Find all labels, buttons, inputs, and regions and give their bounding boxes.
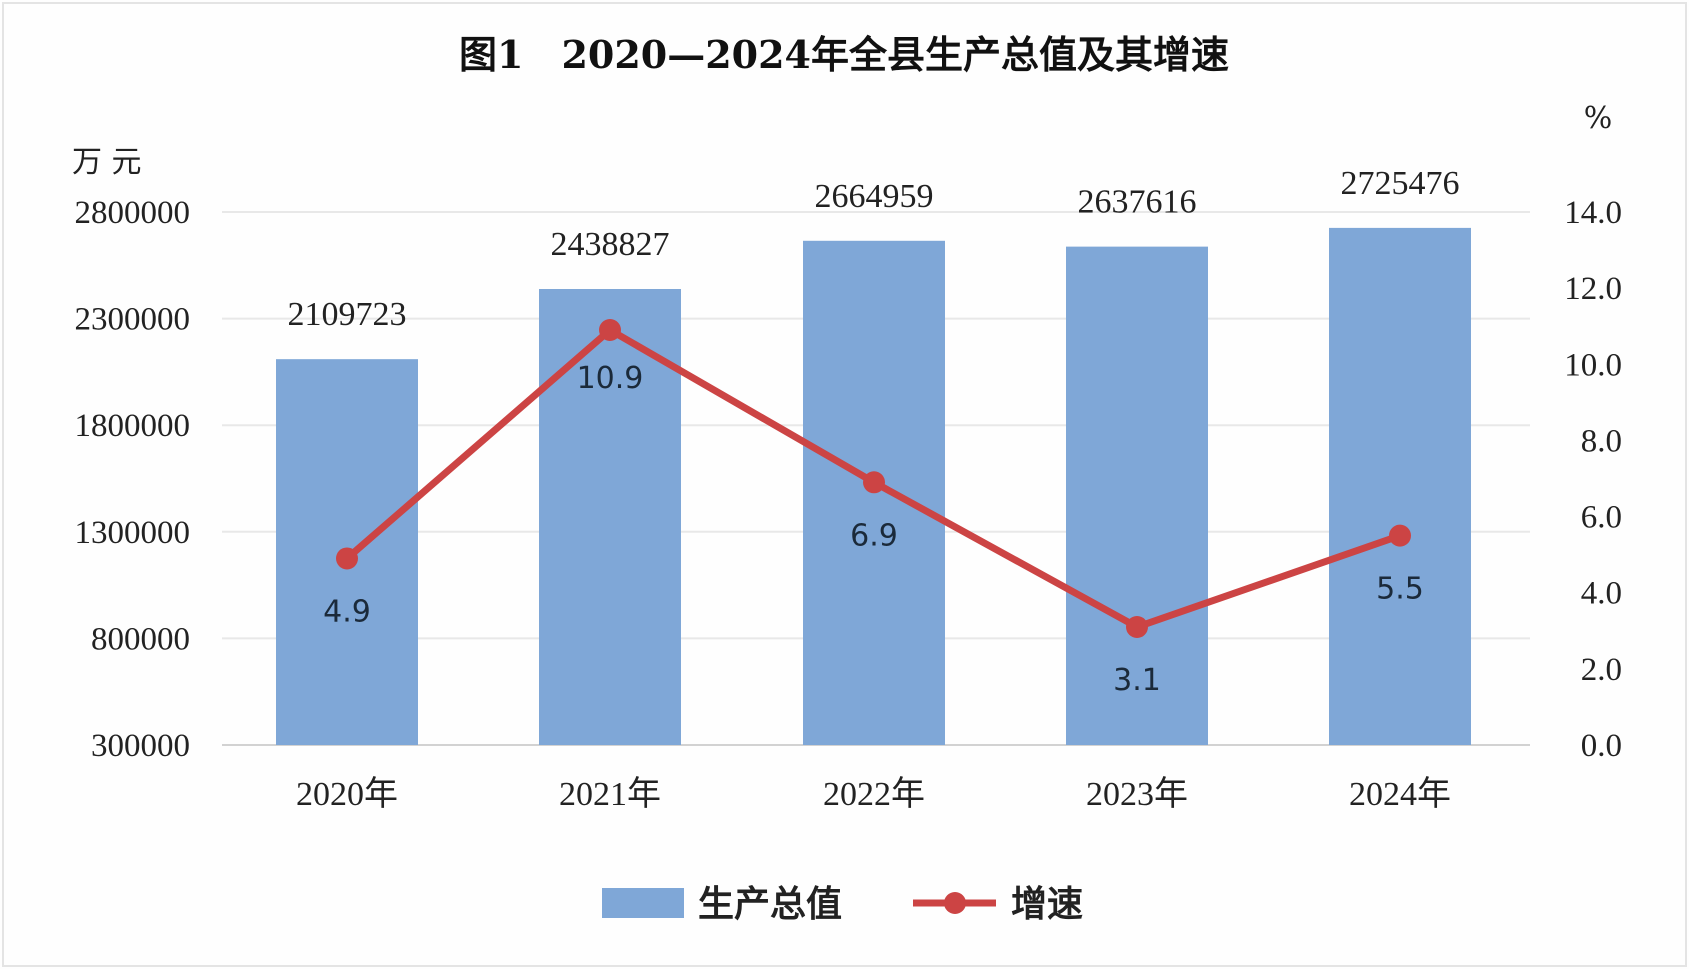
growth-marker <box>599 319 621 342</box>
legend-bar-label: 生产总值 <box>698 883 842 925</box>
growth-marker <box>863 471 885 494</box>
line-series <box>336 319 1411 638</box>
growth-marker <box>1126 615 1148 638</box>
line-value-label: 4.9 <box>323 594 371 629</box>
left-tick-label: 800000 <box>91 621 190 657</box>
category-label: 2020年 <box>296 775 398 813</box>
category-label: 2023年 <box>1086 775 1188 813</box>
right-axis-ticks: 0.0 2.0 4.0 6.0 8.0 10.0 12.0 14.0 <box>1564 195 1622 764</box>
bar-value-labels: 2109723 2438827 2664959 2637616 2725476 <box>288 165 1460 333</box>
growth-marker <box>336 547 358 570</box>
left-tick-label: 1300000 <box>75 515 191 551</box>
right-tick-label: 14.0 <box>1564 195 1622 231</box>
category-label: 2024年 <box>1349 775 1451 813</box>
bar-value-label: 2637616 <box>1078 184 1197 221</box>
left-axis-unit: 万 元 <box>72 145 142 180</box>
line-value-label: 3.1 <box>1113 663 1161 698</box>
chart-title: 图1 2020—2024年全县生产总值及其增速 <box>459 32 1229 77</box>
legend-bar-swatch <box>602 888 684 918</box>
bar <box>1066 246 1208 745</box>
bar-value-label: 2664959 <box>815 178 934 215</box>
bar <box>539 289 681 745</box>
category-label: 2021年 <box>559 775 661 813</box>
growth-marker <box>1389 524 1411 547</box>
bar-value-label: 2109723 <box>288 296 407 333</box>
bar-value-label: 2725476 <box>1341 165 1460 202</box>
bar <box>1329 227 1471 745</box>
left-tick-label: 1800000 <box>75 408 191 444</box>
legend-line-label: 增速 <box>1011 883 1083 925</box>
line-value-label: 10.9 <box>577 361 644 396</box>
legend-line-marker <box>944 892 966 914</box>
right-axis-unit: % <box>1584 101 1613 136</box>
gridlines <box>222 211 1530 746</box>
category-label: 2022年 <box>823 775 925 813</box>
right-tick-label: 12.0 <box>1564 271 1622 307</box>
right-tick-label: 8.0 <box>1581 423 1622 459</box>
line-value-labels: 4.9 10.9 6.9 3.1 5.5 <box>323 361 1424 698</box>
line-value-label: 6.9 <box>850 518 898 553</box>
bar-series <box>276 227 1471 745</box>
right-tick-label: 4.0 <box>1581 576 1622 612</box>
right-tick-label: 2.0 <box>1581 652 1622 688</box>
right-tick-label: 10.0 <box>1564 347 1622 383</box>
right-tick-label: 0.0 <box>1581 728 1622 764</box>
legend: 生产总值 增速 <box>602 883 1083 925</box>
right-tick-label: 6.0 <box>1581 500 1622 536</box>
line-value-label: 5.5 <box>1376 572 1424 607</box>
left-axis-ticks: 300000 800000 1300000 1800000 2300000 2800000 <box>75 195 191 764</box>
category-labels: 2020年 2021年 2022年 2023年 2024年 <box>296 775 1451 813</box>
left-tick-label: 2800000 <box>75 195 191 231</box>
left-tick-label: 2300000 <box>75 302 191 338</box>
bar-value-label: 2438827 <box>551 226 670 263</box>
left-tick-label: 300000 <box>91 728 190 764</box>
